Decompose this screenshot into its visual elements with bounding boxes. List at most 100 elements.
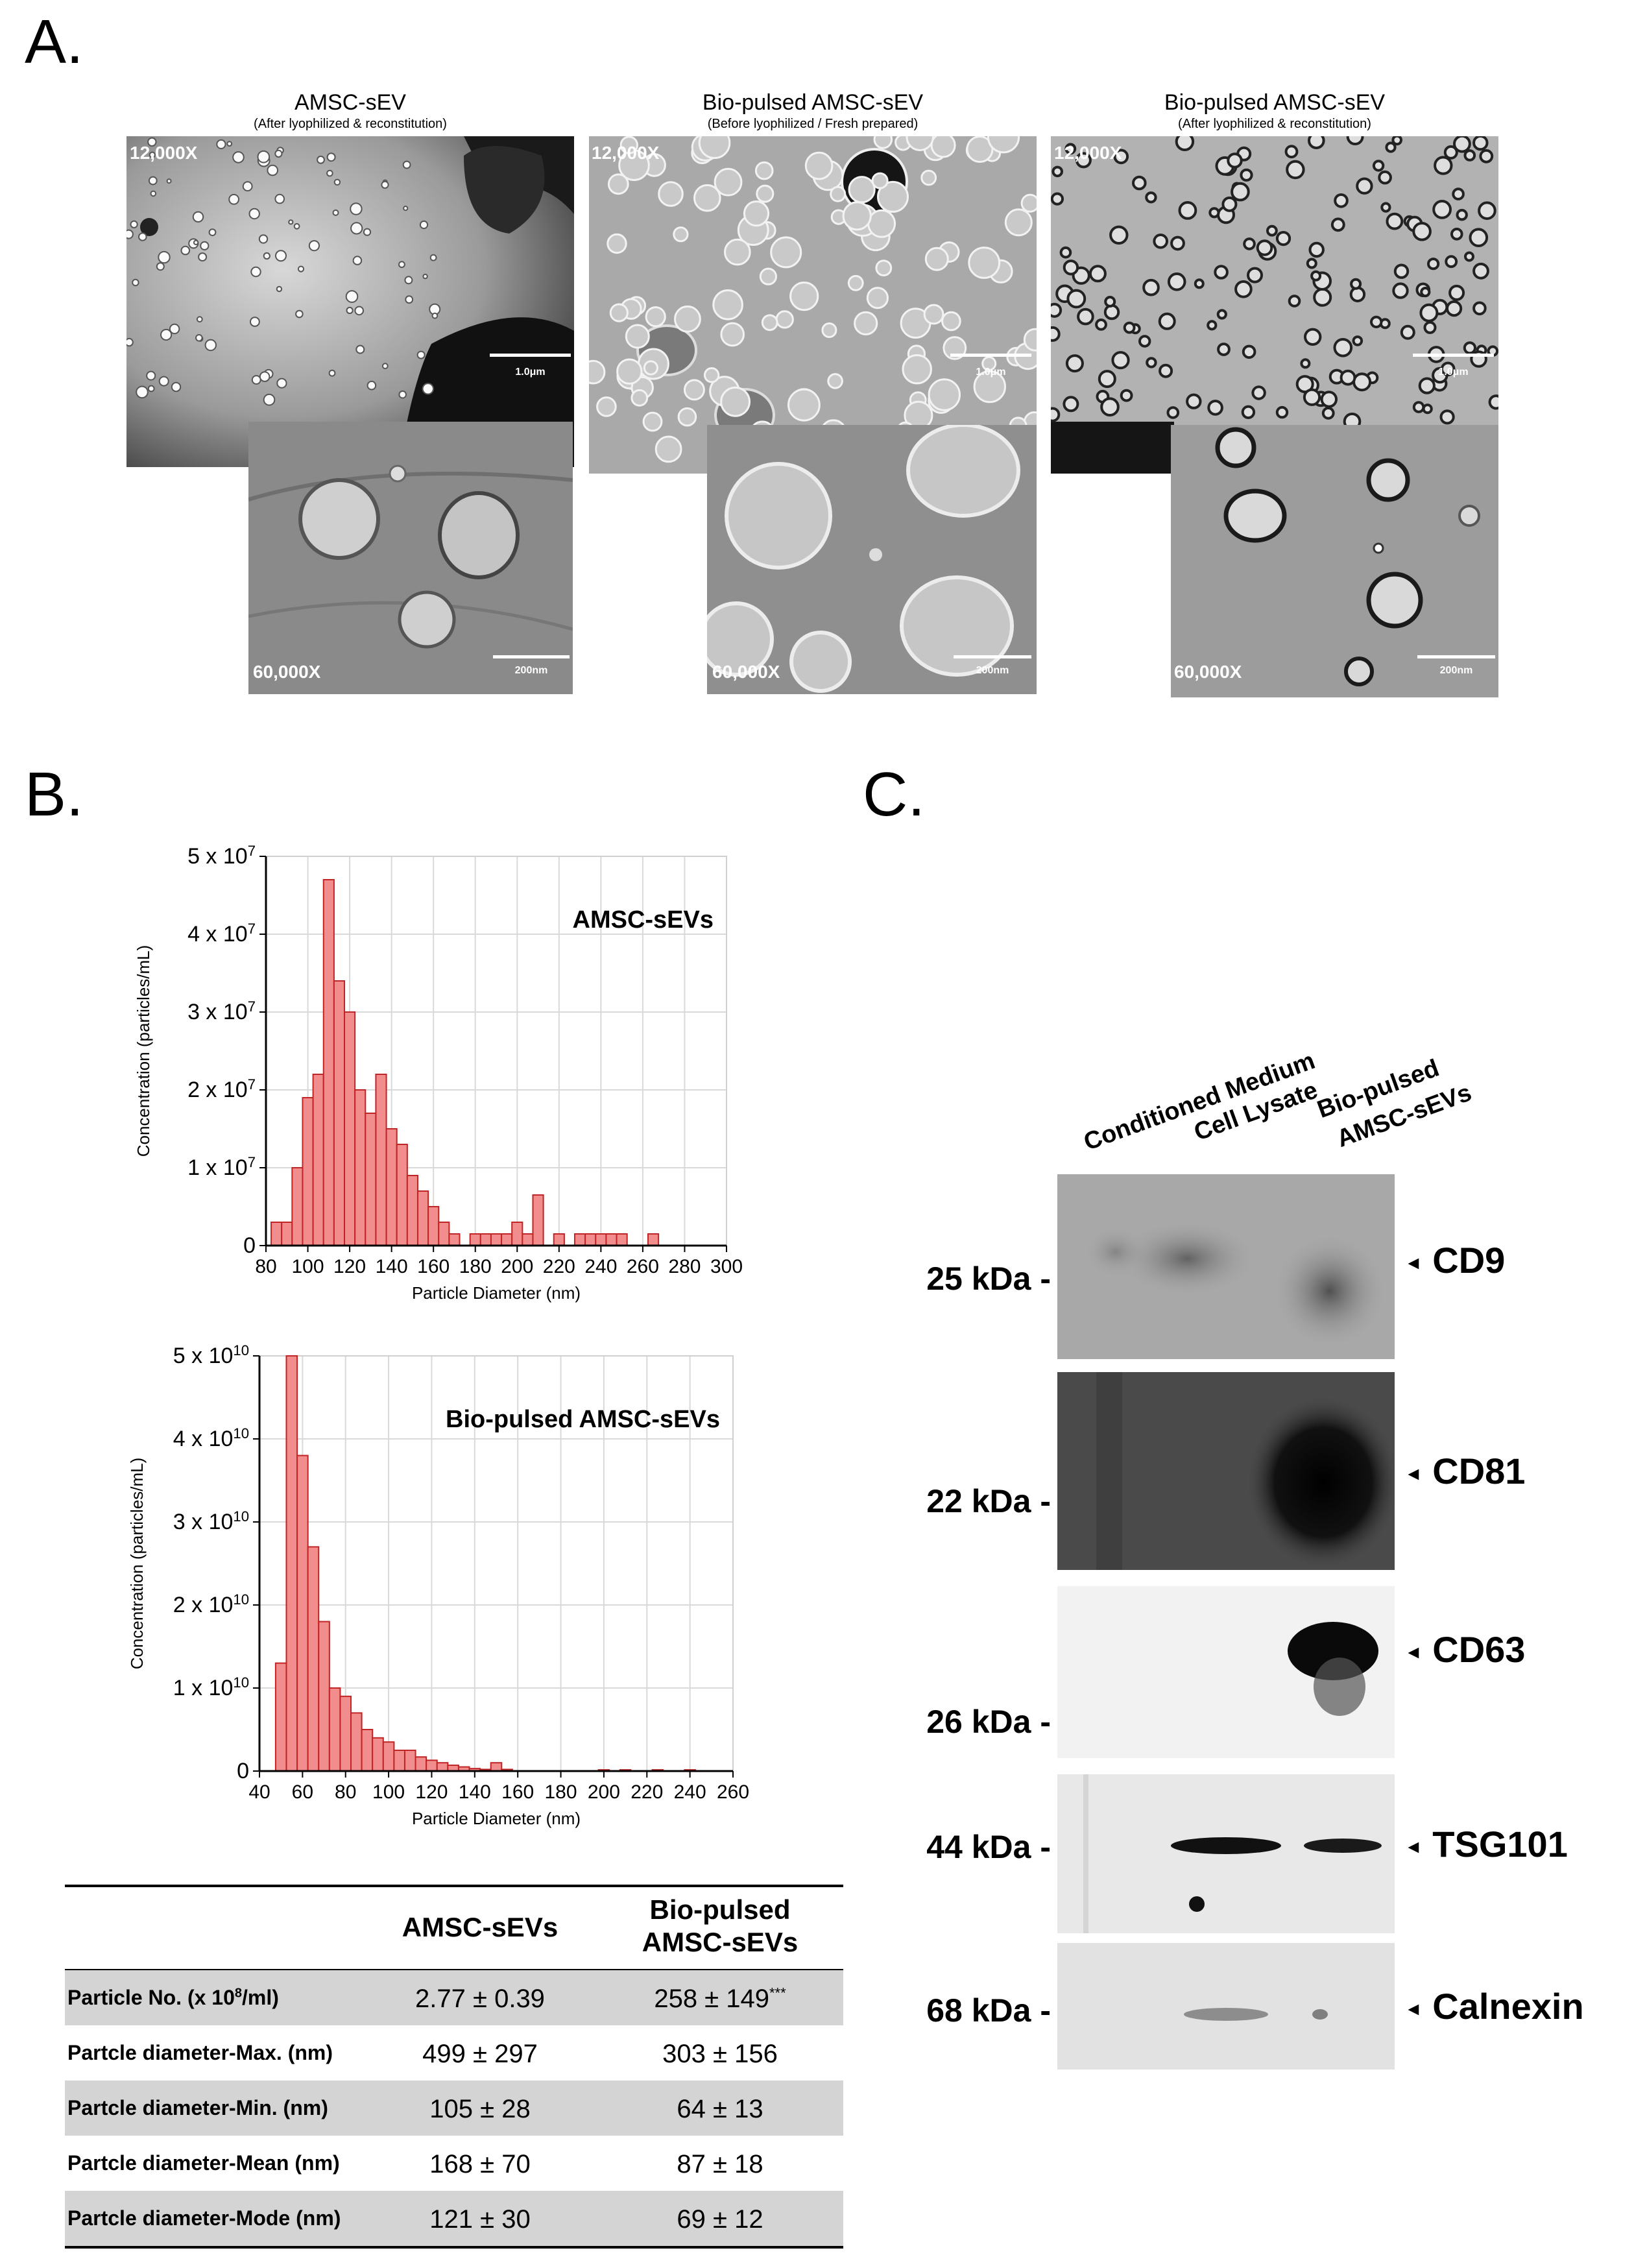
x-tick-label: 260 (627, 1256, 659, 1277)
tem-1-mag-high: 60,000X (253, 662, 321, 682)
x-tick-label: 80 (335, 1781, 356, 1803)
y-tick-label: 3 x 107 (187, 998, 256, 1025)
histogram-bar (281, 1222, 293, 1246)
table-row: Partcle diameter-Mean (nm) 168 ± 70 87 ± 1… (65, 2136, 843, 2191)
table-cell-amsc-sevs: 168 ± 70 (429, 2150, 531, 2178)
table-header-bio-pulsed-line2: AMSC-sEVs (642, 1927, 799, 1957)
x-tick-label: 200 (501, 1256, 533, 1277)
y-tick-label: 5 x 1010 (173, 1343, 249, 1368)
histogram-bar (605, 1233, 618, 1246)
y-tick-label: 5 x 107 (187, 843, 256, 869)
tem-image-3-low-mag (1051, 136, 1498, 474)
blot-tsg101 (1057, 1774, 1395, 1933)
tem-3-scale-label-high: 200nm (1439, 665, 1473, 676)
marker-cd9: ◄ CD9 (1404, 1239, 1505, 1281)
histogram-bar (361, 1729, 374, 1772)
x-tick-label: 120 (415, 1781, 448, 1803)
histogram-bar (382, 1741, 395, 1772)
kda-label-cd63: 26 kDa - (926, 1704, 1051, 1740)
histogram-bar (393, 1750, 405, 1772)
arrow-left-icon: ◄ (1404, 1253, 1423, 1273)
tem-1-mag-low: 12,000X (130, 143, 198, 163)
tem-1-scale-bar-high (493, 655, 570, 658)
table-row: Particle No. (x 108/ml) 2.77 ± 0.39 258 ± … (65, 1970, 843, 2025)
histogram-bar (328, 1687, 341, 1772)
tem-title-3: Bio-pulsed AMSC-sEV (1164, 90, 1386, 115)
tem-image-1-high-mag (248, 422, 573, 694)
y-tick-label: 0 (237, 1759, 249, 1783)
table-row-label: Partcle diameter-Min. (nm) (67, 2096, 328, 2119)
blot-calnexin (1057, 1943, 1395, 2069)
histogram-bar (574, 1233, 586, 1246)
histogram-bar (532, 1194, 544, 1246)
tem-2-scale-bar-low (950, 354, 1031, 357)
tem-image-3-high-mag (1171, 425, 1498, 697)
histogram-bar (522, 1233, 534, 1246)
tem-1-scale-label-high: 200nm (514, 665, 548, 676)
table-header-bio-pulsed: Bio-pulsed AMSC-sEVs (610, 1894, 830, 1959)
histogram-bar (312, 1074, 324, 1246)
tem-image-2-high-mag (707, 425, 1037, 694)
histogram-bar (584, 1233, 597, 1246)
x-tick-label: 220 (543, 1256, 575, 1277)
table-cell-bio-pulsed: 303 ± 156 (662, 2040, 778, 2068)
histogram-bar (385, 1128, 398, 1246)
x-tick-label: 240 (674, 1781, 706, 1803)
kda-label-calnexin: 68 kDa - (926, 1992, 1051, 2029)
tem-2-mag-high: 60,000X (712, 662, 780, 682)
histogram-bar (291, 1167, 304, 1246)
histogram-bio-pulsed-amsc-sevs: 40 60 80 100 120 140 160 180 200 220 240 260 0 1 x 10… (117, 1342, 765, 1859)
blot-cd63 (1057, 1586, 1395, 1758)
histogram-bar (469, 1233, 481, 1246)
x-tick-label: 180 (459, 1256, 492, 1277)
histogram-bar (318, 1621, 330, 1772)
tem-3-scale-bar-high (1417, 655, 1495, 658)
x-tick-label: 280 (668, 1256, 701, 1277)
histogram-bar (270, 1222, 283, 1246)
panel-label-a: A. (25, 7, 84, 77)
histogram-bar (354, 1089, 366, 1246)
blot-cd81 (1057, 1372, 1395, 1570)
histogram-bar (511, 1222, 523, 1246)
histogram-bar (339, 1695, 352, 1772)
marker-calnexin-label: Calnexin (1432, 1986, 1584, 2027)
x-tick-label: 160 (417, 1256, 450, 1277)
table-cell-bio-pulsed: 87 ± 18 (677, 2150, 763, 2178)
x-tick-label: 300 (710, 1256, 743, 1277)
tem-2-scale-label-low: 1.0μm (976, 367, 1006, 378)
tem-title-2: Bio-pulsed AMSC-sEV (702, 90, 924, 115)
marker-cd63: ◄ CD63 (1404, 1628, 1525, 1671)
arrow-left-icon: ◄ (1404, 1837, 1423, 1857)
histogram-bar (553, 1233, 565, 1246)
y-tick-label: 4 x 107 (187, 921, 256, 947)
x-tick-label: 100 (292, 1256, 324, 1277)
x-tick-label: 100 (372, 1781, 405, 1803)
tem-2-scale-label-high: 200nm (976, 665, 1009, 676)
histogram-bar (647, 1233, 660, 1246)
arrow-left-icon: ◄ (1404, 1464, 1423, 1484)
tem-1-scale-label-low: 1.0μm (515, 367, 546, 378)
table-row-label: Particle No. (x 108/ml) (67, 1986, 279, 2009)
tem-3-mag-low: 12,000X (1054, 143, 1122, 163)
histogram-bar (403, 1750, 416, 1772)
histogram-bar (375, 1074, 387, 1246)
tem-3-scale-label-low: 1.0μm (1438, 367, 1469, 378)
tem-image-2-low-mag (589, 136, 1037, 474)
table-header-bio-pulsed-line1: Bio-pulsed (649, 1894, 791, 1925)
histogram-bar (274, 1662, 287, 1772)
x-tick-label: 40 (248, 1781, 270, 1803)
y-tick-label: 1 x 107 (187, 1154, 256, 1181)
table-cell-amsc-sevs: 121 ± 30 (429, 2205, 531, 2234)
histogram-bar (344, 1011, 356, 1246)
histogram-bar (490, 1762, 503, 1772)
x-tick-label: 220 (631, 1781, 663, 1803)
table-cell-bio-pulsed: 69 ± 12 (677, 2205, 763, 2234)
table-row: Partcle diameter-Min. (nm) 105 ± 28 64 ± 1… (65, 2081, 843, 2136)
x-tick-label: 80 (255, 1256, 276, 1277)
tem-1-scale-bar-low (490, 354, 571, 357)
kda-label-cd9: 25 kDa - (926, 1261, 1051, 1297)
series-title: AMSC-sEVs (573, 906, 714, 934)
panel-label-c: C. (863, 760, 925, 829)
y-tick-label: 3 x 1010 (173, 1508, 249, 1535)
histogram-bar (396, 1144, 408, 1246)
